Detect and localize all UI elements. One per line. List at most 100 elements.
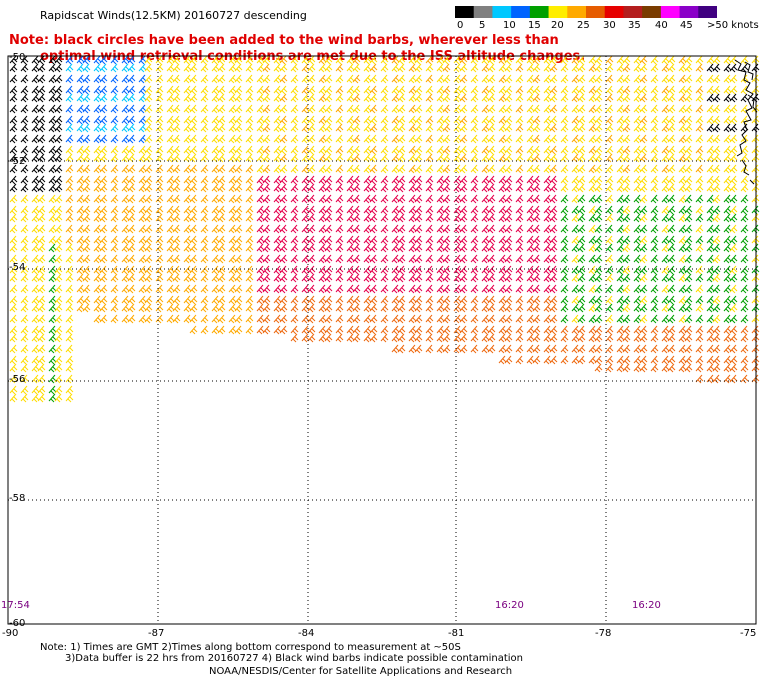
wind-barb: [678, 63, 687, 73]
wind-barb: [549, 145, 558, 155]
wind-barb: [93, 183, 102, 193]
wind-barb: [144, 175, 153, 185]
wind-barb: [307, 295, 316, 305]
wind-barb: [166, 164, 175, 174]
wind-barb: [740, 205, 749, 215]
wind-barb: [307, 205, 316, 215]
wind-barb: [172, 194, 181, 204]
wind-barb: [515, 74, 524, 84]
wind-barb: [391, 243, 400, 253]
wind-barb: [436, 194, 445, 204]
wind-barb: [622, 104, 631, 114]
wind-barb: [318, 243, 327, 253]
wind-barb: [76, 104, 85, 114]
wind-barb: [9, 104, 18, 114]
wind-barb: [740, 213, 749, 223]
wind-barb: [234, 175, 243, 185]
wind-barb: [740, 333, 749, 343]
wind-barb: [9, 273, 18, 283]
wind-barb: [138, 145, 147, 155]
wind-barb: [526, 303, 535, 313]
wind-barb: [442, 175, 451, 185]
wind-barb: [234, 235, 243, 245]
wind-barb: [273, 104, 282, 114]
wind-barb: [65, 104, 74, 114]
wind-barb: [470, 273, 479, 283]
wind-barb: [245, 55, 254, 65]
wind-barb: [273, 205, 282, 215]
wind-barb: [48, 55, 57, 65]
wind-barb: [571, 314, 580, 324]
wind-barb: [127, 284, 136, 294]
wind-barb: [425, 224, 434, 234]
wind-barb: [200, 205, 209, 215]
wind-barb: [217, 55, 226, 65]
wind-barb: [335, 194, 344, 204]
wind-barb: [639, 235, 648, 245]
wind-barb: [594, 303, 603, 313]
wind-barb: [487, 344, 496, 354]
wind-barb: [9, 205, 18, 215]
wind-barb: [453, 55, 462, 65]
wind-barb: [290, 63, 299, 73]
wind-barb: [48, 314, 57, 324]
wind-barb: [425, 123, 434, 133]
wind-barb: [532, 55, 541, 65]
wind-barb: [543, 235, 552, 245]
wind-barb: [605, 333, 614, 343]
wind-barb: [54, 175, 63, 185]
wind-barb: [54, 164, 63, 174]
wind-barb: [498, 55, 507, 65]
wind-barb: [616, 104, 625, 114]
wind-barb: [138, 123, 147, 133]
wind-barb: [307, 224, 316, 234]
wind-barb: [172, 123, 181, 133]
wind-barb: [639, 55, 648, 65]
wind-barb: [639, 85, 648, 95]
wind-barb: [436, 134, 445, 144]
wind-barb: [234, 183, 243, 193]
wind-barb: [99, 183, 108, 193]
wind-barb: [594, 243, 603, 253]
wind-barb: [31, 385, 40, 395]
wind-barb: [436, 235, 445, 245]
wind-barb: [65, 55, 74, 65]
wind-barb: [588, 175, 597, 185]
wind-barb: [217, 183, 226, 193]
wind-barb: [54, 344, 63, 354]
wind-barb: [661, 235, 670, 245]
wind-barb: [678, 363, 687, 373]
wind-barb: [712, 295, 721, 305]
wind-barb: [560, 303, 569, 313]
wind-barb: [138, 314, 147, 324]
wind-barb: [695, 243, 704, 253]
wind-barb: [577, 284, 586, 294]
wind-barb: [217, 63, 226, 73]
wind-barb: [667, 55, 676, 65]
wind-barb: [425, 175, 434, 185]
wind-barb: [262, 123, 271, 133]
wind-barb: [470, 55, 479, 65]
wind-barb: [217, 213, 226, 223]
wind-barb: [273, 243, 282, 253]
wind-barb: [262, 273, 271, 283]
wind-barb: [650, 194, 659, 204]
wind-barb: [442, 224, 451, 234]
wind-barb: [363, 104, 372, 114]
wind-barb: [442, 295, 451, 305]
wind-barb: [352, 123, 361, 133]
wind-barb: [245, 145, 254, 155]
wind-barb: [526, 254, 535, 264]
wind-barb: [684, 314, 693, 324]
wind-barb: [335, 333, 344, 343]
wind-barb: [633, 164, 642, 174]
wind-barb: [706, 74, 715, 84]
wind-barb: [54, 104, 63, 114]
wind-barb: [127, 205, 136, 215]
wind-barb: [110, 235, 119, 245]
wind-barb: [588, 55, 597, 65]
wind-barb: [560, 344, 569, 354]
wind-barb: [324, 265, 333, 275]
wind-barb: [498, 104, 507, 114]
wind-barb: [144, 104, 153, 114]
